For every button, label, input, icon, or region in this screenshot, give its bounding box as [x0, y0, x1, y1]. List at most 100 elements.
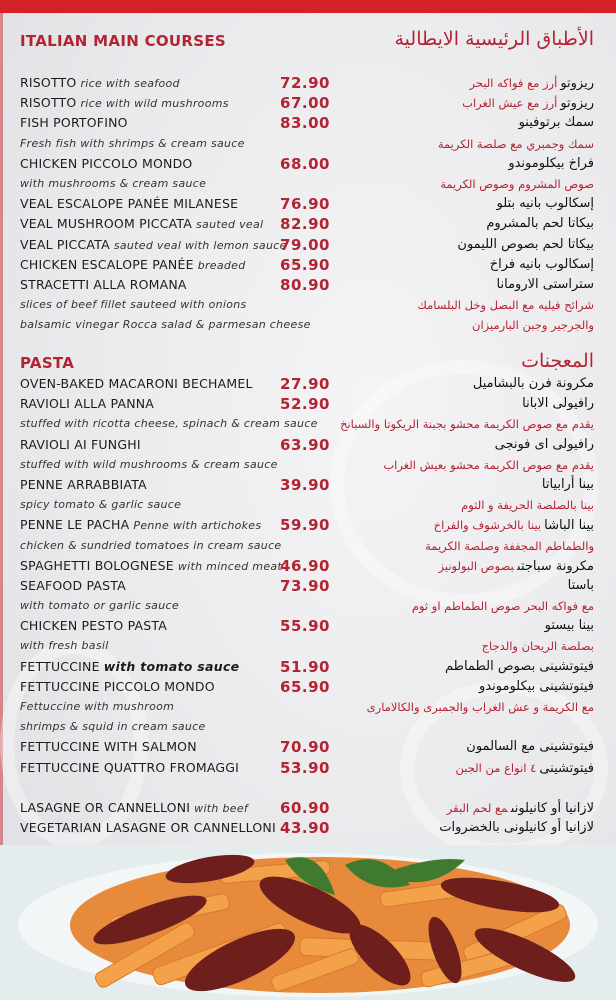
item-price: 43.90	[280, 819, 330, 838]
basil-leaves	[285, 857, 465, 895]
item-name-block: VEAL ESCALOPE PANÉE MILANESE	[20, 194, 238, 214]
item-price: 82.90	[280, 215, 330, 234]
item-name-ar-block: لازانيا أو كانيلونىمع لحم البقر	[447, 798, 594, 819]
item-name-ar: فيتوتشينى مع السالمون	[466, 739, 594, 755]
item-name: VEAL ESCALOPE PANÉE MILANESE	[20, 196, 239, 212]
item-name-ar-block: فيتوتشينى بيكلوموندو	[479, 677, 594, 697]
item-name-block: CHICKEN PESTO PASTA	[20, 616, 167, 636]
menu-item: CHICKEN ESCALOPE PANÉE breaded 65.90 إسكالو…	[0, 255, 616, 275]
item-price: 60.90	[280, 799, 330, 817]
item-price: 53.90	[280, 758, 330, 777]
item-name-ar-block: فيتوتشينى مع السالمون	[466, 737, 594, 757]
menu-item: VEAL MUSHROOM PICCATA sauted veal 82.90 بيك…	[0, 214, 616, 234]
left-edge-border	[0, 13, 3, 845]
menu-item-description: balsamic vinegar Rocca salad & parmesan …	[0, 315, 616, 335]
pasta-list: OVEN-BAKED MACARONI BECHAMEL 27.90 مكرونة …	[0, 374, 616, 778]
item-name-block: VEGETARIAN LASAGNE OR CANNELLONI	[20, 818, 276, 838]
menu-item: RISOTTO rice with wild mushrooms 67.00 ريزو…	[0, 93, 616, 113]
menu-item-description: with mushrooms & cream sauce صوص المشروم …	[0, 174, 616, 194]
item-description: Fresh fish with shrimps & cream sauce	[20, 136, 245, 150]
item-description-ar: والجرجير وجبن البارميزان	[472, 318, 594, 333]
item-name: RISOTTO	[20, 95, 77, 111]
item-description-ar: صوص المشروم وصوص الكريمة	[440, 176, 594, 191]
menu-item: RAVIOLI ALLA PANNA 52.90 رافيولى الابانا	[0, 394, 616, 414]
item-name-ar: فيتوتشينى بيكلوموندو	[479, 678, 594, 694]
item-name-ar-block: إسكالوب بانيه فراخ	[490, 255, 594, 275]
item-name-ar-block: إسكالوب بانيه بتلو	[497, 194, 594, 214]
item-name: PENNE LE PACHA	[20, 517, 130, 533]
item-note: sauted veal	[196, 218, 264, 232]
item-description-ar: مع فواكه البحر صوص الطماطم او ثوم	[411, 599, 594, 614]
item-price: 68.00	[280, 154, 330, 173]
item-name-ar-block: باستا	[568, 576, 594, 596]
item-description-ar: بصلصة الريحان والدجاج	[481, 639, 594, 654]
item-name-block: RISOTTO rice with wild mushrooms	[20, 93, 229, 114]
item-name-ar-block: بيكاتا لحم بصوص الليمون	[457, 235, 594, 255]
item-name-ar: ريزوتو	[560, 96, 594, 112]
item-price: 70.90	[280, 738, 330, 757]
item-name-ar-block: بينا الباشابينا بالخرشوف والفراخ	[434, 515, 594, 536]
item-name: VEAL PICCATA	[20, 236, 110, 252]
item-description: stuffed with ricotta cheese, spinach & c…	[20, 417, 318, 431]
item-note: with minced meat	[177, 559, 283, 573]
item-name: OVEN-BAKED MACARONI BECHAMEL	[20, 376, 253, 391]
menu-item-description: stuffed with wild mushrooms & cream sauc…	[0, 455, 616, 475]
item-name-block: FETTUCCINE WITH SALMON	[20, 737, 197, 757]
menu-item: PENNE LE PACHA Penne with artichokes 59.90…	[0, 515, 616, 535]
item-price: 80.90	[280, 275, 330, 294]
menu-item: VEAL PICCATA sauted veal with lemon sauce…	[0, 235, 616, 255]
item-price: 52.90	[280, 395, 330, 414]
item-name-ar: بيكاتا لحم بصوص الليمون	[457, 236, 594, 252]
menu-item-description: chicken & sundried tomatoes in cream sau…	[0, 536, 616, 556]
item-description-ar: يقدم مع صوص الكريمة محشو بجبنة الريكوتا …	[340, 417, 594, 432]
penne-pasta-dish-photo	[0, 845, 616, 1000]
item-name: FETTUCCINE	[20, 658, 100, 674]
menu-item-description: with tomato or garlic sauce مع فواكه البح…	[0, 596, 616, 616]
item-name-ar-block: رافيولى اى فونجى	[495, 435, 594, 455]
item-note-ar: أرز مع عيش الغراب	[462, 96, 558, 111]
item-name-ar-block: مكرونة فرن بالبشاميل	[473, 374, 594, 394]
item-name-block: RAVIOLI AI FUNGHI	[20, 435, 141, 455]
menu-item-description: slices of beef fillet sauteed with onion…	[0, 295, 616, 315]
item-price: 51.90	[280, 657, 330, 676]
item-name-ar: لازانيا أو كانيلونى بالخضروات	[439, 820, 594, 836]
item-name-block: SEAFOOD PASTA	[20, 576, 126, 596]
menu-item: LASAGNE OR CANNELLONI with beef 60.90 لازان…	[0, 798, 616, 818]
item-note: with tomato sauce	[103, 658, 240, 674]
item-price: 67.00	[280, 94, 330, 113]
item-name-ar: لازانيا أو كانيلونى	[510, 801, 594, 816]
item-name-ar-block: بيكاتا لحم بالمشروم	[486, 214, 594, 234]
menu-item: CHICKEN PESTO PASTA 55.90 بينا بيستو	[0, 616, 616, 636]
item-description-ar: شرائح فيليه مع البصل وخل البلسامك	[417, 298, 594, 313]
item-name-block: FISH PORTOFINO	[20, 113, 128, 133]
item-description: stuffed with wild mushrooms & cream sauc…	[20, 457, 278, 471]
menu-item: VEAL ESCALOPE PANÉE MILANESE 76.90 إسكالوب…	[0, 194, 616, 214]
item-name-block: SPAGHETTI BOLOGNESE with minced meat	[20, 556, 282, 577]
item-name-block: PENNE ARRABBIATA	[20, 475, 147, 495]
menu-item: FETTUCCINE WITH SALMON 70.90 فيتوتشينى مع …	[0, 737, 616, 757]
menu-item-description: with fresh basil بصلصة الريحان والدجاج	[0, 636, 616, 656]
item-note: with beef	[194, 802, 249, 815]
item-name-block: CHICKEN ESCALOPE PANÉE breaded	[20, 255, 246, 276]
item-description: balsamic vinegar Rocca salad & parmesan …	[20, 318, 311, 332]
menu-item: CHICKEN PICCOLO MONDO 68.00 فراخ بيكلوموند…	[0, 154, 616, 174]
menu-item: SEAFOOD PASTA 73.90 باستا	[0, 576, 616, 596]
item-name-ar: ريزوتو	[560, 76, 594, 91]
item-note-ar: بصوص البولونيز	[438, 558, 515, 573]
item-description: slices of beef fillet sauteed with onion…	[20, 298, 247, 312]
item-description: Fettuccine with mushroom	[20, 700, 175, 713]
item-name-ar-block: ريزوتوأرز مع عيش الغراب	[462, 93, 594, 114]
section-title-pasta-ar: المعجنات	[521, 350, 594, 372]
item-name-block: OVEN-BAKED MACARONI BECHAMEL	[20, 374, 253, 394]
item-name-ar: باستا	[567, 577, 594, 593]
menu-item-description: stuffed with ricotta cheese, spinach & c…	[0, 414, 616, 434]
item-name-ar: فيتوتشينى	[539, 760, 594, 776]
item-name: RAVIOLI ALLA PANNA	[20, 396, 155, 412]
item-description: with fresh basil	[20, 639, 109, 653]
main-courses-list: RISOTTO rice with seafood 72.90 ريزوتوأرز م…	[0, 73, 616, 335]
item-note-ar: مع لحم البقر	[446, 801, 508, 815]
item-description-ar: والطماطم المجففة وصلصة الكريمة	[425, 538, 594, 553]
item-name: CHICKEN ESCALOPE PANÉE	[20, 256, 194, 272]
item-description: shrimps & squid in cream sauce	[20, 720, 206, 734]
item-name-block: RISOTTO rice with seafood	[20, 73, 180, 94]
